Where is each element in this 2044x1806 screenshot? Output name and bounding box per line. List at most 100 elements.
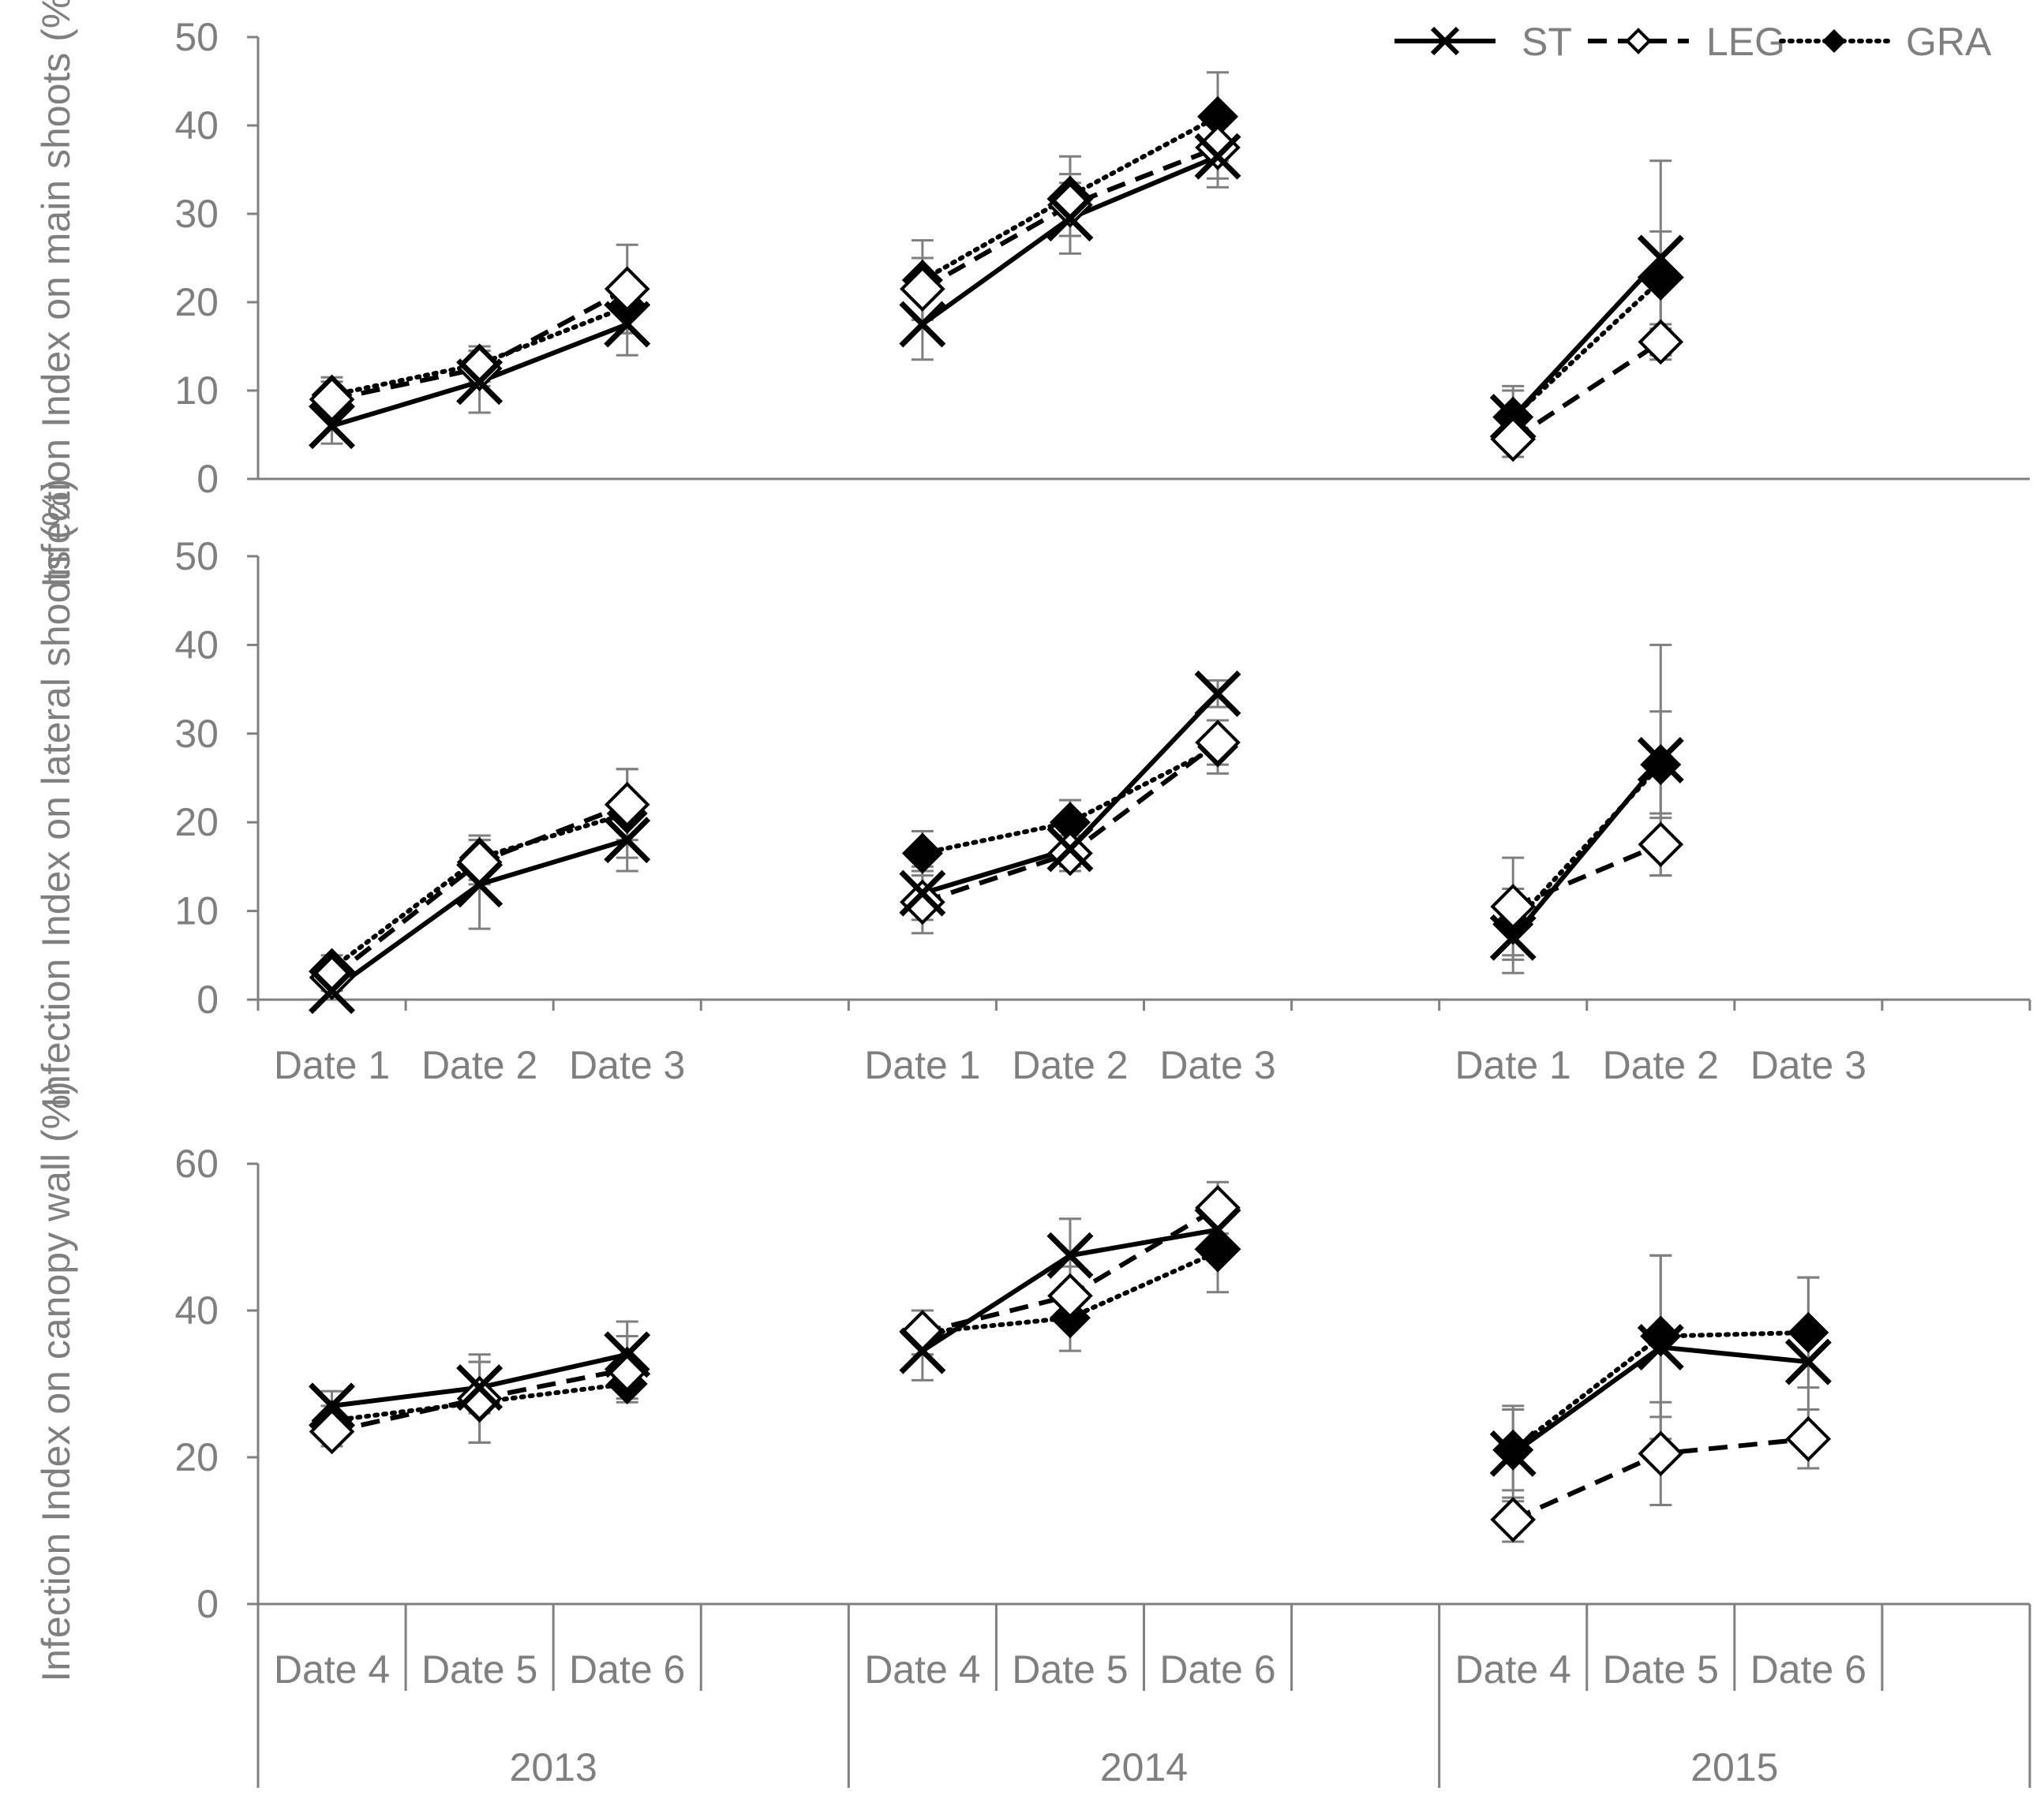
point-st [1046,1232,1094,1279]
x-category-label: Date 5 [421,1647,537,1692]
series-st-errors [320,643,1672,1001]
series-gra-errors [320,71,1672,450]
point-leg [309,376,355,423]
point-st-stroke-b [1489,394,1537,441]
legend-st-marker [1430,26,1460,56]
point-leg [1047,830,1093,877]
series-main-shoots [309,71,1684,462]
point-gra [1049,802,1091,843]
panel-lateral-shoots: Infection Index on lateral shoots (%) 0 1… [34,478,2031,1108]
y-tick-label-30: 30 [174,192,219,236]
legend-leg-label: LEG [1706,20,1785,64]
point-leg [604,266,650,312]
point-st-stroke-b [1194,1206,1241,1254]
point-leg [1490,416,1537,462]
series-leg-errors [320,115,1672,458]
x-category-label: Date 2 [1603,1043,1719,1087]
point-gra [901,832,943,874]
point-st [1194,133,1241,180]
y-tick-label-60: 60 [174,1142,219,1186]
series-st-line-2015 [1511,758,1663,940]
point-st [1046,195,1094,242]
point-leg [1047,1273,1093,1319]
legend-gra-label: GRA [1906,20,1992,64]
point-leg [1638,821,1684,868]
series-lateral-shoots [309,643,1684,1015]
y-ticks-canopy-wall: 0 20 40 60 Date 4 Date 5 Date 6 Date 4 Date 5 Dat… [174,1142,2031,1789]
point-leg [900,879,945,925]
x-category-label: Date 3 [569,1043,685,1087]
point-leg [604,781,650,828]
x-category-label: Date 2 [1012,1043,1128,1087]
point-st-stroke-b [899,1327,946,1374]
y-ticks-lateral-shoots: 0 10 20 30 40 50 Date 1 Date 2 Date 3 Date 1 Date … [174,534,2031,1087]
x-category-label: Date 6 [569,1647,685,1692]
y-axis-title-lateral-shoots: Infection Index on lateral shoots (%) [34,478,78,1108]
point-st [309,402,356,450]
y-axis-title-main-shoots: Infection Index on main shoots (%) [34,0,78,588]
point-st [1637,737,1684,783]
y-tick-label-50: 50 [174,15,219,59]
point-st-stroke-b [1637,737,1684,783]
x-category-label: Date 1 [274,1043,390,1087]
point-leg [456,839,503,885]
y-tick-label-20: 20 [174,1435,219,1479]
point-st [309,1382,356,1430]
y-tick-label-0: 0 [197,1582,219,1626]
x-year-label-2014: 2014 [1100,1745,1188,1789]
panel-main-shoots: Infection Index on main shoots (%) 0 10 20… [34,0,2030,588]
x-category-label: Date 5 [1012,1647,1128,1692]
point-st-stroke-b [1046,195,1094,242]
point-st-stroke-b [1046,1232,1094,1279]
x-category-label: Date 1 [1455,1043,1571,1087]
point-st [1784,1338,1832,1385]
point-st-stroke-b [456,861,504,908]
series-leg-errors [320,719,1672,993]
point-st [899,869,946,917]
point-leg [1638,319,1684,365]
point-st [899,301,946,348]
y-tick-label-10: 10 [174,889,219,933]
point-leg [309,955,355,1000]
series-st-line-2015 [1511,256,1663,419]
point-st-stroke-b [899,869,946,917]
panel-canopy-wall: Infection Index on canopy wall (%) 0 20 40… [34,1081,2031,1789]
x-category-label: Date 6 [1750,1647,1866,1692]
point-st-stroke-b [309,967,356,1015]
point-leg [1195,720,1241,765]
point-leg [456,346,503,391]
point-st-stroke-b [1046,825,1094,873]
point-st-stroke-b [1489,914,1537,961]
point-st-stroke-b [899,301,946,348]
point-st-stroke-b [456,1364,504,1412]
point-st [604,301,651,348]
x-category-label: Date 1 [864,1043,980,1087]
point-st-stroke-b [309,402,356,450]
point-st-stroke-b [1489,1430,1537,1477]
legend: ST LEG GRA [1394,20,1992,64]
series-st-errors [320,124,1672,445]
y-tick-label-10: 10 [174,368,219,413]
point-leg [900,1310,945,1355]
y-tick-label-40: 40 [174,1288,219,1333]
legend-st-label: ST [1522,20,1572,64]
y-ticks-main-shoots: 0 10 20 30 40 50 [174,15,2030,501]
point-gra [1197,1231,1239,1273]
point-st [1489,394,1537,441]
point-leg [309,1408,355,1455]
point-st-stroke-b [456,358,504,406]
point-st [456,358,504,406]
x-category-label: Date 4 [864,1647,980,1692]
point-st-stroke-b [1194,133,1241,180]
point-st [1046,825,1094,873]
point-st-stroke-b [1637,234,1684,282]
y-tick-label-0: 0 [197,978,219,1022]
y-tick-label-20: 20 [174,800,219,844]
x-category-label: Date 3 [1750,1043,1866,1087]
series-leg-line-2015 [1512,842,1662,909]
point-gra [1788,1311,1829,1353]
point-st-stroke-b [1637,1324,1684,1370]
point-st [456,861,504,908]
series-gra-line-2014 [919,114,1221,282]
